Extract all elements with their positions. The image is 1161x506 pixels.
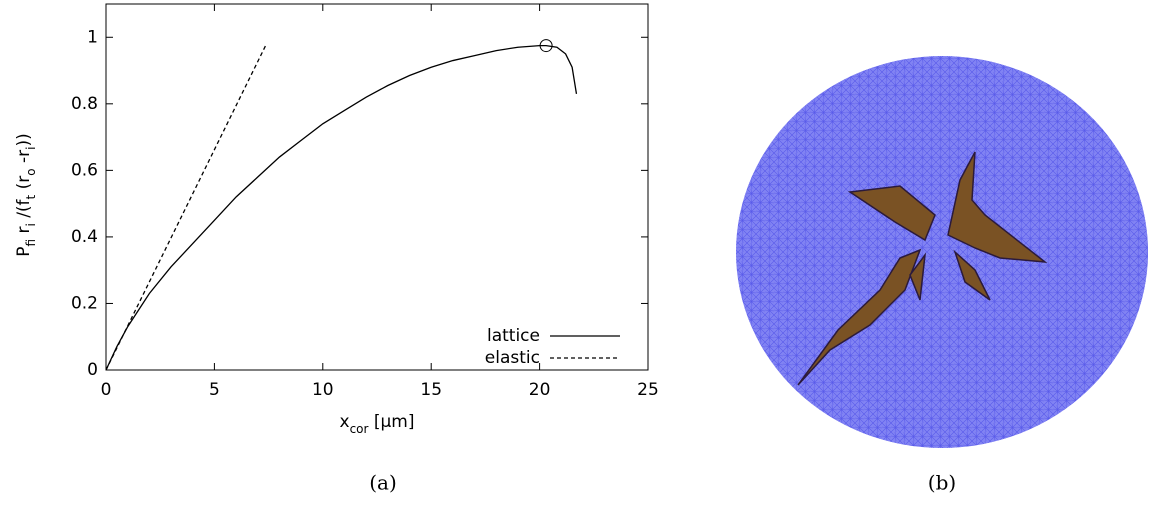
y-axis-label-sub: fi [24,239,38,247]
y-axis-label-sub: o [24,168,38,175]
series-line [105,43,268,371]
caption: (a) [369,471,397,495]
y-axis-label-part: /(f [14,198,34,223]
y-axis-label-part: (r [14,176,34,195]
y-tick-label: 1 [87,27,98,47]
y-axis-label-part: P [14,247,34,257]
x-tick-label: 10 [312,380,334,400]
y-axis-label-sub: i [24,223,38,226]
x-axis-label-sub: cor [350,422,369,436]
x-axis-label: xcor [μm] [340,412,415,436]
y-axis-label: Pfi ri /(ft (ro -ri)) [14,133,38,257]
x-tick-label: 25 [637,380,659,400]
caption: (b) [928,471,956,495]
specimen-image [736,56,1148,448]
legend-label: elastic [485,348,540,368]
y-tick-label: 0.6 [71,160,98,180]
x-axis-label-part: [μm] [368,412,414,432]
y-axis-label-part: )) [14,133,34,146]
specimen-shade [736,56,1148,448]
x-tick-label: 5 [209,380,220,400]
specimen-disk [736,56,1148,448]
peak-marker [539,39,553,53]
y-tick-label: 0.2 [71,293,98,313]
y-tick-label: 0.4 [71,227,98,247]
cracks [797,151,1048,386]
x-tick-label: 0 [101,380,112,400]
plot-frame [105,3,649,371]
x-tick-label: 20 [529,380,551,400]
legend-label: lattice [487,326,540,346]
y-tick-label: 0.8 [71,94,98,114]
y-axis-label-sub: t [24,194,38,199]
y-axis-label-part: r [14,227,34,239]
x-axis-label-part: x [340,412,350,432]
x-tick-label: 15 [420,380,442,400]
series-line [105,44,578,371]
y-axis-label-part: -r [14,150,34,169]
y-tick-label: 0 [87,360,98,380]
y-axis-label-sub: i [24,146,38,149]
